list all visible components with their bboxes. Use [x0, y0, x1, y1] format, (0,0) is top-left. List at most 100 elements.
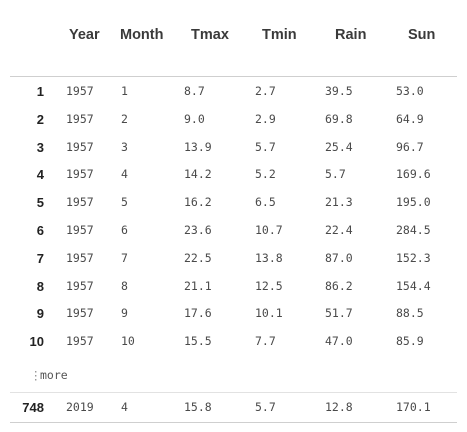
cell-rain: 47.0: [325, 334, 353, 349]
row-index: 9: [36, 306, 44, 322]
cell-sun: 85.9: [396, 334, 424, 349]
table-header: Year Month Tmax Tmin Rain Sun: [10, 0, 457, 77]
cell-year: 1957: [66, 306, 94, 321]
cell-year: 1957: [66, 84, 94, 98]
cell-tmin: 5.2: [255, 167, 276, 182]
cell-sun: 64.9: [396, 111, 424, 126]
cell-month: 4: [121, 167, 128, 182]
row-index: 3: [36, 139, 44, 155]
cell-month: 4: [121, 400, 128, 414]
cell-rain: 25.4: [325, 139, 353, 154]
row-index: 7: [36, 250, 44, 266]
cell-month: 8: [121, 278, 128, 293]
row-index: 10: [29, 334, 44, 350]
cell-tmin: 2.7: [255, 84, 276, 98]
more-rows-indicator[interactable]: ⋮more: [30, 368, 68, 382]
row-index: 8: [36, 278, 44, 294]
column-header-rain[interactable]: Rain: [335, 27, 367, 43]
table-row: 7 1957 7 22.5 13.8 87.0 152.3: [10, 244, 457, 272]
cell-tmax: 17.6: [184, 306, 212, 321]
cell-month: 10: [121, 334, 135, 349]
cell-tmax: 16.2: [184, 195, 212, 210]
cell-month: 2: [121, 111, 128, 126]
table-row: 3 1957 3 13.9 5.7 25.4 96.7: [10, 133, 457, 161]
more-label: more: [40, 368, 68, 382]
cell-tmax: 13.9: [184, 139, 212, 154]
cell-sun: 284.5: [396, 223, 431, 237]
row-index: 2: [36, 111, 44, 127]
cell-tmax: 15.5: [184, 334, 212, 349]
cell-sun: 152.3: [396, 250, 431, 265]
cell-tmin: 10.1: [255, 306, 283, 321]
cell-tmin: 2.9: [255, 111, 276, 126]
table-row: 8 1957 8 21.1 12.5 86.2 154.4: [10, 272, 457, 300]
table-row: 2 1957 2 9.0 2.9 69.8 64.9: [10, 105, 457, 133]
table-row: 9 1957 9 17.6 10.1 51.7 88.5: [10, 299, 457, 327]
cell-year: 1957: [66, 278, 94, 293]
cell-sun: 170.1: [396, 400, 431, 414]
cell-year: 1957: [66, 223, 94, 237]
cell-tmin: 5.7: [255, 139, 276, 154]
cell-sun: 169.6: [396, 167, 431, 182]
cell-year: 2019: [66, 400, 94, 414]
cell-month: 1: [121, 84, 128, 98]
cell-rain: 12.8: [325, 400, 353, 414]
column-header-year[interactable]: Year: [69, 27, 100, 43]
cell-rain: 69.8: [325, 111, 353, 126]
cell-year: 1957: [66, 111, 94, 126]
cell-tmin: 13.8: [255, 250, 283, 265]
cell-tmax: 9.0: [184, 111, 205, 126]
table-row: 1 1957 1 8.7 2.7 39.5 53.0: [10, 77, 457, 105]
column-header-sun[interactable]: Sun: [408, 27, 436, 43]
row-index: 748: [22, 400, 44, 415]
cell-rain: 5.7: [325, 167, 346, 182]
cell-tmax: 8.7: [184, 84, 205, 98]
cell-month: 5: [121, 195, 128, 210]
vertical-ellipsis-icon: ⋮: [30, 368, 42, 382]
table-row: 4 1957 4 14.2 5.2 5.7 169.6: [10, 160, 457, 188]
table-row: 10 1957 10 15.5 7.7 47.0 85.9: [10, 327, 457, 355]
cell-tmax: 14.2: [184, 167, 212, 182]
cell-year: 1957: [66, 139, 94, 154]
row-index: 5: [36, 195, 44, 211]
column-header-tmin[interactable]: Tmin: [262, 27, 297, 43]
table-bottom-border: [10, 422, 457, 423]
data-table: Year Month Tmax Tmin Rain Sun 1 1957 1 8.7 2…: [10, 0, 457, 424]
cell-sun: 195.0: [396, 195, 431, 210]
cell-tmin: 6.5: [255, 195, 276, 210]
cell-rain: 22.4: [325, 223, 353, 237]
cell-year: 1957: [66, 334, 94, 349]
cell-tmin: 5.7: [255, 400, 276, 414]
cell-year: 1957: [66, 167, 94, 182]
row-index: 6: [36, 223, 44, 238]
cell-sun: 154.4: [396, 278, 431, 293]
cell-year: 1957: [66, 195, 94, 210]
column-header-month[interactable]: Month: [120, 27, 164, 43]
cell-sun: 53.0: [396, 84, 424, 98]
cell-tmin: 7.7: [255, 334, 276, 349]
cell-tmin: 10.7: [255, 223, 283, 237]
cell-tmax: 15.8: [184, 400, 212, 414]
cell-month: 9: [121, 306, 128, 321]
cell-tmin: 12.5: [255, 278, 283, 293]
cell-rain: 39.5: [325, 84, 353, 98]
column-header-tmax[interactable]: Tmax: [191, 27, 229, 43]
row-index: 1: [36, 84, 44, 99]
cell-sun: 96.7: [396, 139, 424, 154]
cell-rain: 87.0: [325, 250, 353, 265]
cell-month: 3: [121, 139, 128, 154]
cell-rain: 21.3: [325, 195, 353, 210]
cell-month: 7: [121, 250, 128, 265]
cell-rain: 86.2: [325, 278, 353, 293]
table-row: 5 1957 5 16.2 6.5 21.3 195.0: [10, 188, 457, 216]
cell-year: 1957: [66, 250, 94, 265]
row-divider: [10, 392, 457, 393]
cell-sun: 88.5: [396, 306, 424, 321]
cell-tmax: 23.6: [184, 223, 212, 237]
table-row: 6 1957 6 23.6 10.7 22.4 284.5: [10, 216, 457, 244]
cell-rain: 51.7: [325, 306, 353, 321]
cell-tmax: 22.5: [184, 250, 212, 265]
row-index: 4: [36, 167, 44, 183]
cell-month: 6: [121, 223, 128, 237]
table-row: 748 2019 4 15.8 5.7 12.8 170.1: [10, 393, 457, 421]
